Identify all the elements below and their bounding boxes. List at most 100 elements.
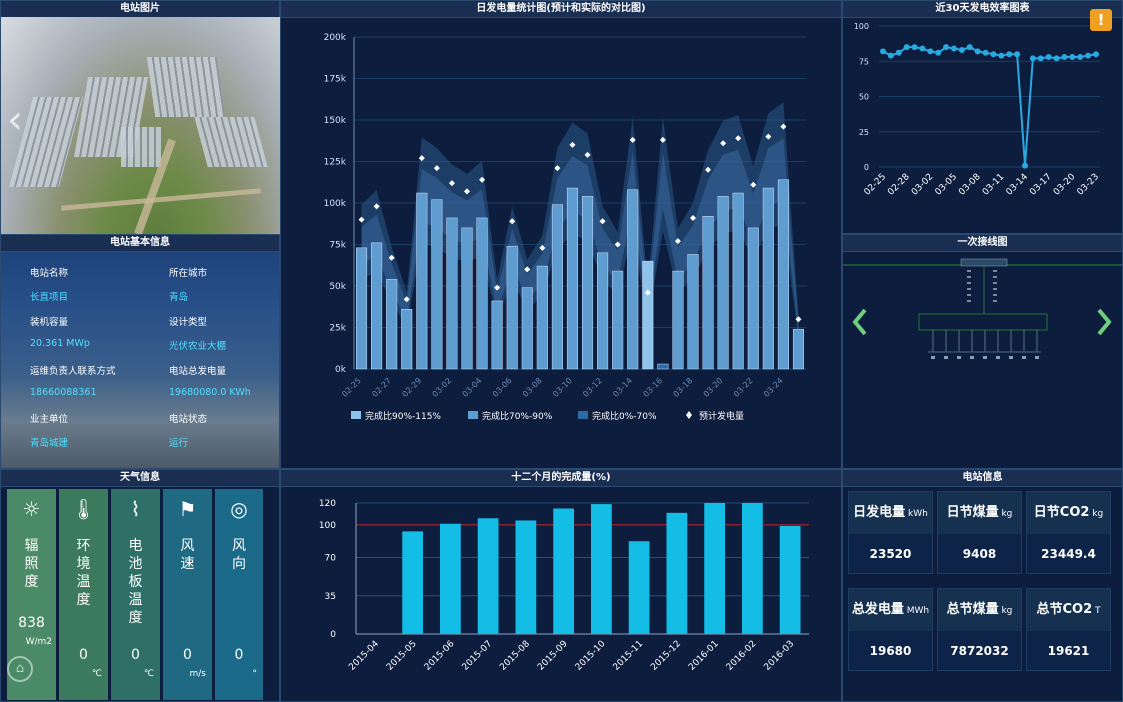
eff-point bbox=[982, 49, 989, 56]
power-stat-name: 日节煤量 bbox=[946, 505, 999, 520]
eff-point bbox=[958, 46, 965, 53]
daily-bar bbox=[672, 270, 684, 370]
daily-bar bbox=[506, 245, 518, 370]
weather-name: 辐照度 bbox=[24, 538, 39, 590]
eff-xtick: 03-14 bbox=[1005, 172, 1031, 198]
daily-xtick: 02-27 bbox=[370, 376, 393, 399]
status-value: 运行 bbox=[169, 438, 189, 449]
daily-predicted-point bbox=[659, 136, 666, 143]
daily-legend-swatch bbox=[578, 411, 588, 419]
weather-value: 0 bbox=[183, 647, 192, 663]
monthly-xtick: 2015-11 bbox=[612, 639, 646, 673]
design-label: 设计类型 bbox=[169, 317, 208, 328]
eff-point bbox=[895, 49, 902, 56]
photo-panel: 电站图片 ‹ bbox=[0, 0, 280, 234]
monthly-bar bbox=[779, 525, 801, 634]
daily-predicted-point bbox=[554, 165, 561, 172]
daily-predicted-point bbox=[524, 266, 531, 273]
daily-xtick: 02-29 bbox=[400, 376, 423, 399]
daily-bar bbox=[612, 270, 624, 370]
daily-bar bbox=[461, 227, 473, 370]
power-stat-unit: kWh bbox=[905, 509, 928, 519]
eff-point bbox=[1053, 55, 1060, 62]
daily-bar bbox=[371, 242, 383, 370]
alert-icon[interactable]: ! bbox=[1090, 9, 1112, 31]
power-stat-box: 总节煤量 kg 7872032 bbox=[937, 588, 1022, 671]
daily-predicted-point bbox=[373, 203, 380, 210]
daily-bar bbox=[777, 179, 789, 370]
eff-point bbox=[903, 44, 910, 51]
city-label: 所在城市 bbox=[169, 268, 208, 279]
weather-card-3: ⚑ 风速 0 m/s bbox=[163, 489, 212, 700]
eff-point bbox=[919, 45, 926, 52]
daily-bar bbox=[536, 265, 548, 370]
daily-legend-label: 完成比70%-90% bbox=[482, 410, 553, 422]
daily-ytick: 75k bbox=[329, 241, 346, 251]
daily-bar bbox=[747, 227, 759, 370]
eff-point bbox=[951, 45, 957, 52]
eff-point bbox=[935, 49, 942, 56]
daily-legend-label: 完成比0%-70% bbox=[592, 410, 657, 422]
daily-predicted-point bbox=[705, 166, 712, 173]
weather-name: 风向 bbox=[232, 538, 246, 572]
daily-xtick: 03-16 bbox=[641, 376, 664, 399]
power-stat-box: 日节CO2 kg 23449.4 bbox=[1026, 491, 1111, 574]
eff-xtick: 03-17 bbox=[1028, 172, 1054, 198]
weather-unit: W/m2 bbox=[25, 637, 52, 647]
thermometer-slant-icon: ⌇ bbox=[130, 497, 141, 521]
monthly-title: 十二个月的完成量(%) bbox=[281, 470, 841, 487]
thermometer-icon: 🌡 bbox=[70, 497, 97, 521]
wiring-next-arrow-icon[interactable] bbox=[1097, 308, 1112, 336]
weather-unit: ° bbox=[252, 669, 258, 679]
monthly-bar bbox=[741, 503, 763, 634]
eff-xtick: 02-28 bbox=[886, 172, 912, 198]
eff-point bbox=[990, 51, 997, 58]
contact-value: 18660088361 bbox=[30, 387, 97, 398]
power-stat-name: 日发电量 bbox=[853, 505, 906, 520]
daily-bar bbox=[551, 204, 563, 370]
monthly-bar bbox=[402, 531, 424, 634]
daily-bar bbox=[416, 192, 428, 370]
monthly-xtick: 2015-09 bbox=[536, 639, 570, 673]
eff-point bbox=[1085, 52, 1092, 59]
daily-bar bbox=[732, 192, 744, 370]
station-name-value: 长直项目 bbox=[30, 292, 69, 303]
daily-bar bbox=[642, 260, 654, 370]
monthly-ytick: 35 bbox=[325, 592, 336, 602]
daily-legend-swatch bbox=[468, 411, 478, 419]
power-stat-unit: kg bbox=[1089, 509, 1104, 519]
monthly-bar bbox=[439, 523, 461, 634]
photo-prev-arrow-icon[interactable]: ‹ bbox=[7, 97, 23, 143]
monthly-xtick: 2015-08 bbox=[498, 639, 532, 673]
contact-label: 运维负责人联系方式 bbox=[30, 366, 116, 377]
home-icon[interactable]: ⌂ bbox=[7, 656, 33, 682]
daily-xtick: 03-22 bbox=[732, 376, 755, 399]
weather-unit: m/s bbox=[189, 669, 207, 679]
power-stat-box: 总发电量 MWh 19680 bbox=[848, 588, 933, 671]
monthly-ytick: 100 bbox=[319, 521, 336, 531]
daily-xtick: 03-24 bbox=[762, 376, 785, 399]
wiring-panel: 一次接线图 bbox=[842, 234, 1123, 469]
windsock-icon: ⚑ bbox=[178, 497, 197, 521]
eff-point bbox=[880, 48, 886, 55]
daily-predicted-point bbox=[629, 136, 636, 143]
sun-icon: ☼ bbox=[22, 497, 41, 521]
daily-bar bbox=[582, 196, 594, 370]
eff-ytick: 50 bbox=[859, 93, 869, 102]
daily-generation-title: 日发电量统计图(预计和实际的对比图) bbox=[281, 1, 841, 18]
capacity-value: 20.361 MWp bbox=[30, 338, 90, 349]
daily-predicted-point bbox=[479, 176, 486, 183]
daily-bar bbox=[446, 217, 458, 370]
wiring-prev-arrow-icon[interactable] bbox=[852, 308, 867, 336]
station-photo: ‹ bbox=[1, 17, 280, 234]
monthly-xtick: 2016-02 bbox=[725, 639, 759, 673]
weather-title: 天气信息 bbox=[1, 470, 279, 487]
power-stat-name: 总节CO2 bbox=[1036, 602, 1093, 617]
daily-ytick: 100k bbox=[324, 199, 347, 209]
daily-xtick: 03-02 bbox=[431, 376, 454, 399]
daily-ytick: 150k bbox=[324, 116, 347, 126]
daily-ytick: 0k bbox=[335, 365, 347, 375]
eff-point bbox=[1061, 54, 1068, 61]
daily-generation-panel: 日发电量统计图(预计和实际的对比图) 0k 25k 50k 75k 100k 125k 15… bbox=[280, 0, 842, 469]
daily-bar bbox=[401, 308, 413, 370]
